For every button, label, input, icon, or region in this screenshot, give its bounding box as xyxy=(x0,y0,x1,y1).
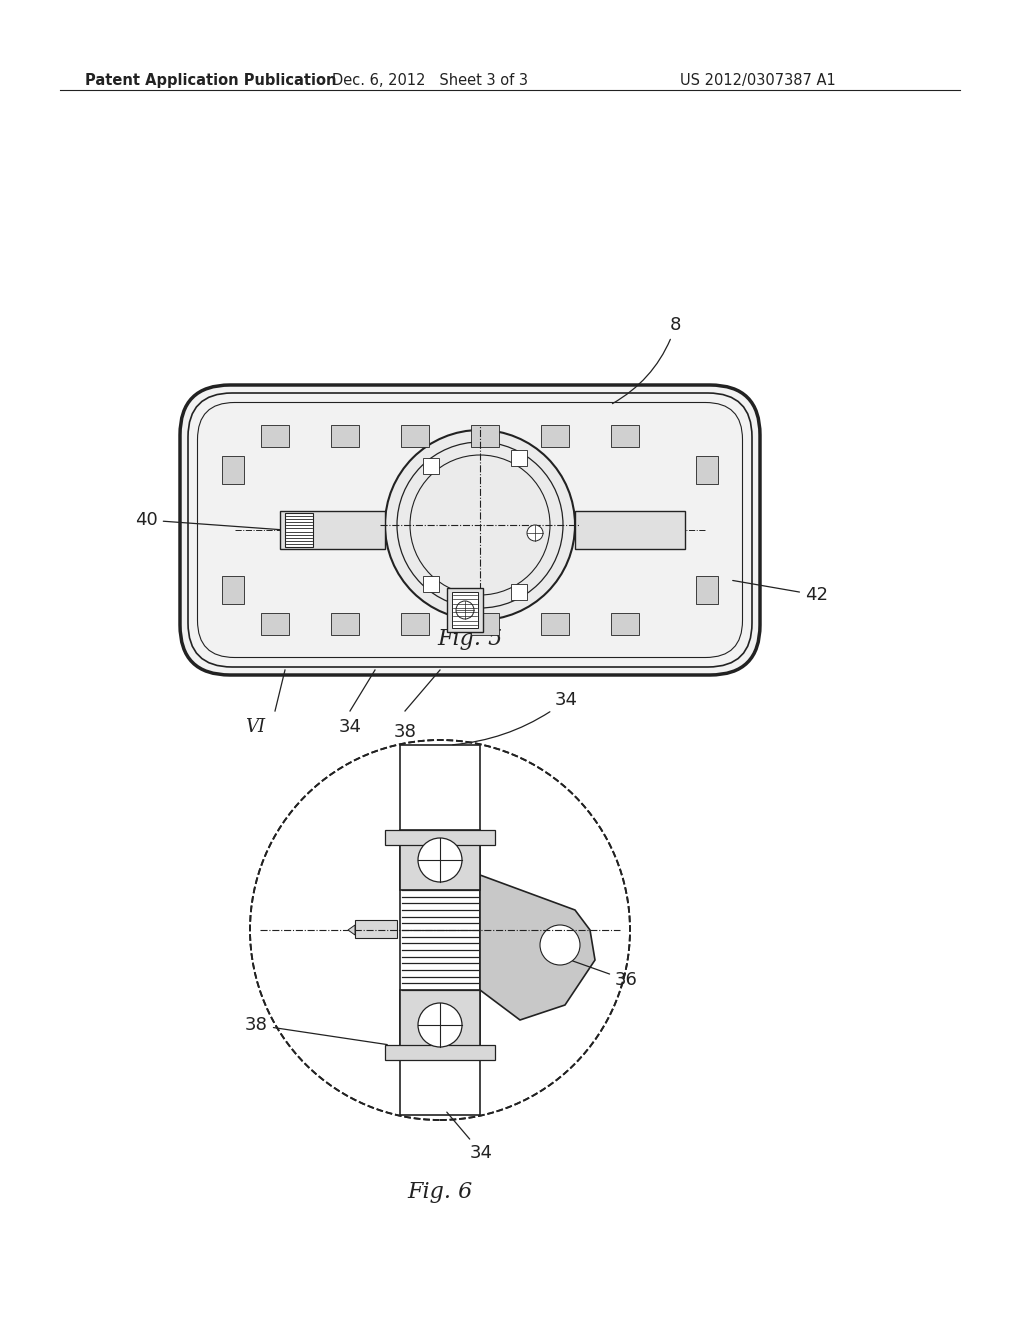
Bar xyxy=(400,744,480,1115)
Circle shape xyxy=(418,1003,462,1047)
Circle shape xyxy=(527,525,543,541)
Bar xyxy=(400,990,480,1060)
Bar xyxy=(611,612,639,635)
Text: 34: 34 xyxy=(453,690,578,744)
Text: 34: 34 xyxy=(339,718,361,737)
Bar xyxy=(447,587,483,632)
Bar xyxy=(261,612,289,635)
Bar xyxy=(331,612,359,635)
Bar xyxy=(285,513,313,546)
Bar xyxy=(575,511,685,549)
Bar xyxy=(331,425,359,447)
Bar xyxy=(222,455,244,484)
Bar xyxy=(511,450,526,466)
Text: 34: 34 xyxy=(446,1113,493,1162)
Bar xyxy=(471,612,499,635)
Bar xyxy=(423,458,438,474)
Text: Dec. 6, 2012   Sheet 3 of 3: Dec. 6, 2012 Sheet 3 of 3 xyxy=(332,73,528,87)
Text: 8: 8 xyxy=(612,315,681,404)
Bar xyxy=(385,830,495,845)
Text: US 2012/0307387 A1: US 2012/0307387 A1 xyxy=(680,73,836,87)
Text: 42: 42 xyxy=(733,581,828,605)
Bar xyxy=(696,576,718,605)
Bar xyxy=(696,455,718,484)
Text: 40: 40 xyxy=(135,511,283,529)
Bar xyxy=(471,425,499,447)
Bar xyxy=(222,576,244,605)
Text: 36: 36 xyxy=(572,961,638,989)
Bar xyxy=(611,425,639,447)
Circle shape xyxy=(456,601,474,619)
Text: VI: VI xyxy=(245,718,265,737)
Bar xyxy=(423,576,438,591)
Bar xyxy=(401,612,429,635)
Bar xyxy=(541,425,569,447)
Polygon shape xyxy=(480,875,595,1020)
Bar xyxy=(400,830,480,890)
Polygon shape xyxy=(348,925,355,935)
Bar xyxy=(261,425,289,447)
Circle shape xyxy=(250,741,630,1119)
Bar xyxy=(401,425,429,447)
Text: Patent Application Publication: Patent Application Publication xyxy=(85,73,337,87)
Circle shape xyxy=(418,838,462,882)
Circle shape xyxy=(540,925,580,965)
Text: 38: 38 xyxy=(393,723,417,741)
Bar xyxy=(280,511,385,549)
Bar xyxy=(541,612,569,635)
Bar xyxy=(452,591,478,628)
Text: 38: 38 xyxy=(245,1016,387,1044)
Circle shape xyxy=(385,430,575,620)
Bar xyxy=(385,1045,495,1060)
Text: Fig. 6: Fig. 6 xyxy=(408,1181,473,1204)
FancyBboxPatch shape xyxy=(180,385,760,675)
Text: Fig. 5: Fig. 5 xyxy=(437,628,503,651)
Bar xyxy=(511,583,526,599)
Bar xyxy=(355,920,397,939)
